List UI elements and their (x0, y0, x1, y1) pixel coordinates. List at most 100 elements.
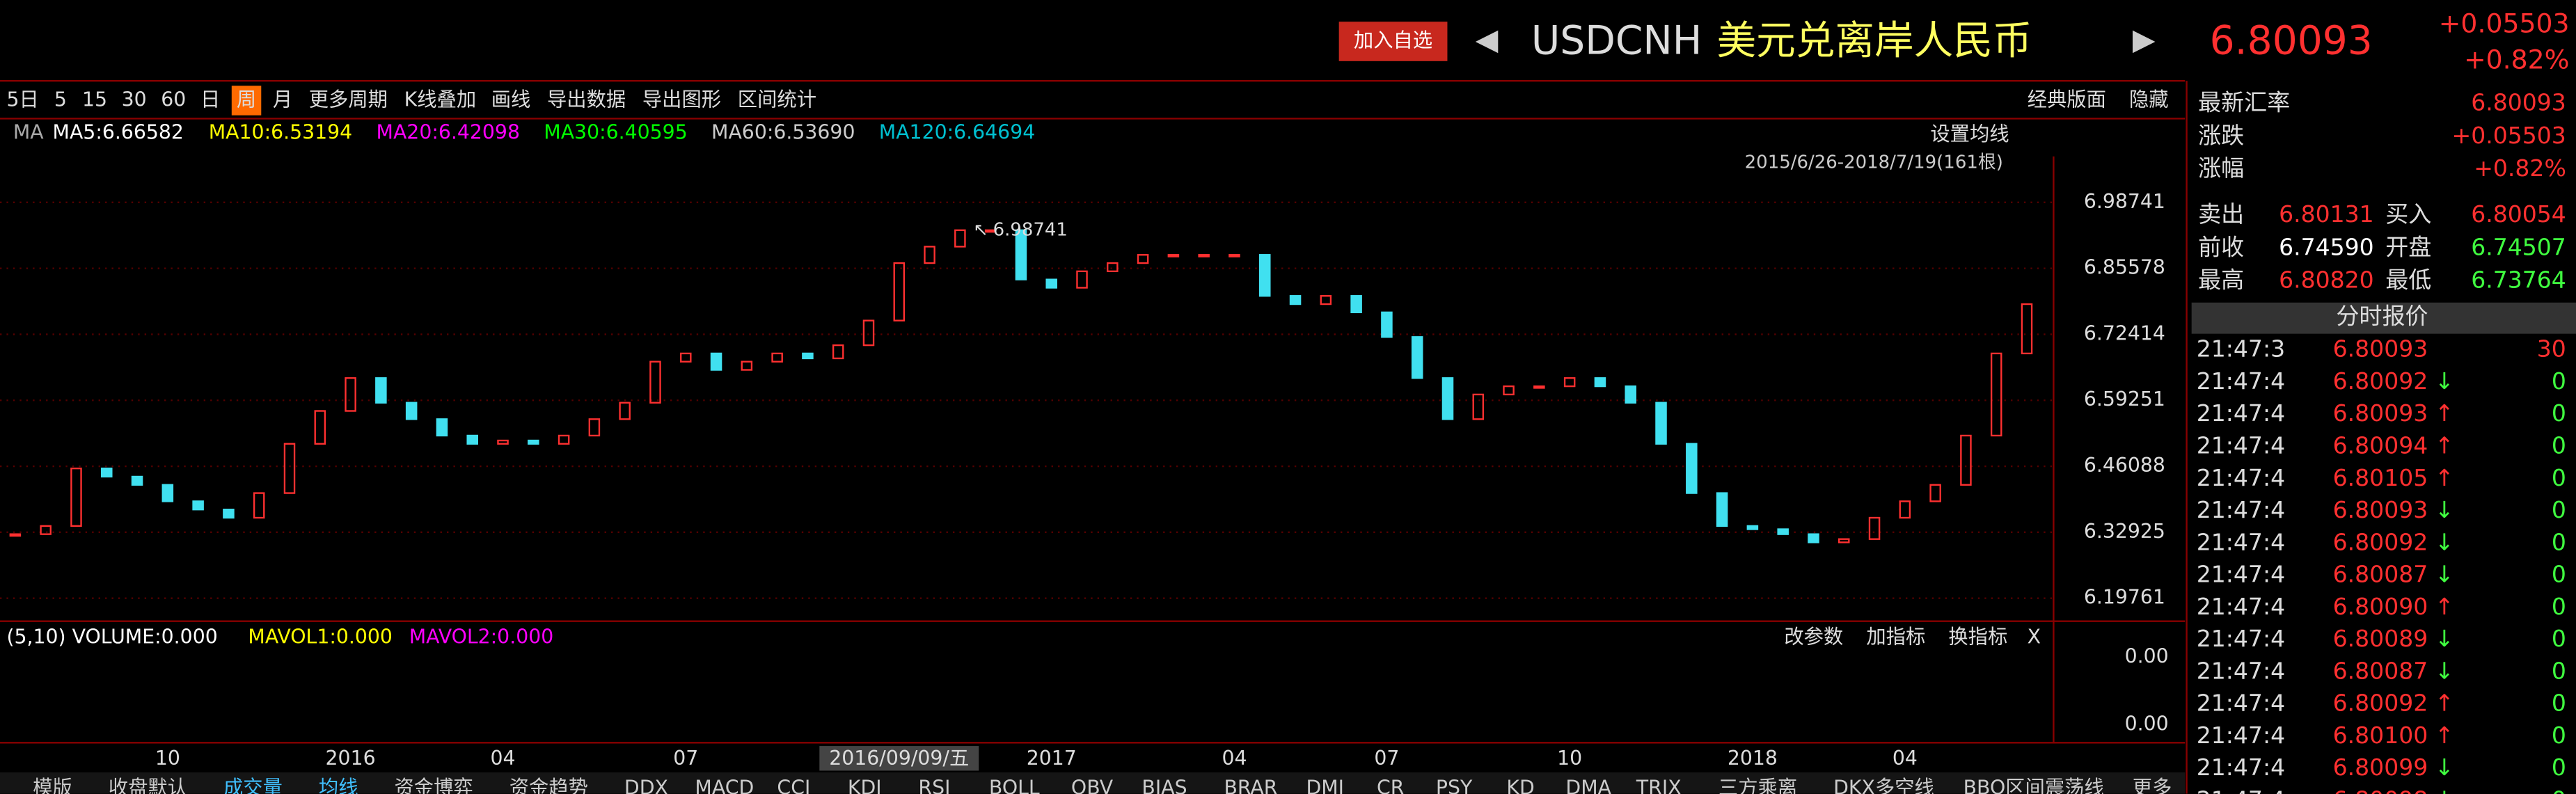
bottom-tab[interactable]: DMI (1306, 776, 1344, 794)
bottom-tab[interactable]: 成交量 (223, 776, 283, 794)
toolbar-item[interactable]: 区间统计 (738, 88, 816, 111)
toolbar-item[interactable]: 画线 (491, 88, 531, 111)
tick-price: 6.80092 (2333, 690, 2428, 717)
tick-volume: 0 (2552, 367, 2566, 395)
bottom-tab[interactable]: RSI (918, 776, 950, 794)
bottom-tab[interactable]: DKX多空线 (1833, 776, 1934, 794)
price: 6.80093 (2210, 17, 2373, 63)
x-tick-label: 04 (491, 747, 516, 770)
tick-price: 6.80092 (2333, 528, 2428, 555)
bottom-tab[interactable]: 资金博弈 (394, 776, 473, 794)
candle (1441, 377, 1454, 420)
tick-arrow: ↑ (2435, 432, 2454, 459)
prev-arrow[interactable]: ◀ (1476, 23, 1499, 57)
bottom-tab[interactable]: KD (1506, 776, 1534, 794)
candle (345, 377, 356, 412)
quote-label: 卖出 (2198, 200, 2244, 228)
quote-value: +0.05503 (2452, 122, 2566, 149)
bottom-tab[interactable]: 资金趋势 (509, 776, 588, 794)
volume-legend: MAVOL2:0.000 (409, 625, 554, 648)
toolbar-item[interactable]: 导出数据 (547, 88, 626, 111)
symbol-name: 美元兑离岸人民币 (1717, 17, 2032, 63)
x-tick-label: 2017 (1027, 747, 1077, 770)
bottom-tab[interactable]: BOLL (989, 776, 1040, 794)
bottom-tab[interactable]: DDX (624, 776, 668, 794)
tick-volume: 0 (2552, 464, 2566, 491)
toolbar-item[interactable]: K线叠加 (404, 88, 477, 111)
toolbar-item[interactable]: 导出图形 (642, 88, 721, 111)
candle (283, 443, 296, 494)
quote-label: 前收 (2198, 233, 2244, 260)
bottom-tab[interactable]: OBV (1071, 776, 1114, 794)
bottom-tab[interactable]: 模版 (33, 776, 72, 794)
x-tick-label: 07 (673, 747, 698, 770)
ma-label: MA20:6.42098 (377, 121, 520, 144)
add-watch-label[interactable]: 加入自选 (1354, 29, 1432, 51)
bottom-tab[interactable]: DMA (1565, 776, 1611, 794)
bottom-tab[interactable]: 收盘默认 (109, 776, 187, 794)
toolbar-right-item[interactable]: 经典版面 (2028, 88, 2106, 111)
cursor-date-bg (819, 746, 979, 771)
indicator-button[interactable]: 换指标 (1948, 625, 2007, 648)
tick-price: 6.80094 (2333, 432, 2428, 459)
ticks-header-bg (2191, 302, 2576, 334)
candle (1137, 254, 1149, 264)
x-tick-label: 10 (1557, 747, 1582, 770)
add-watch-button[interactable] (1338, 22, 1448, 61)
candle (161, 484, 174, 502)
tick-price: 6.80093 (2333, 496, 2428, 523)
bottom-tab[interactable]: MACD (695, 776, 754, 794)
candle (1716, 492, 1728, 527)
toolbar-item[interactable]: 30 (122, 88, 147, 111)
tick-volume: 0 (2552, 754, 2566, 781)
volume-legend: MAVOL1:0.000 (248, 625, 393, 648)
toolbar-item[interactable]: 日 (200, 88, 220, 111)
bottom-tab[interactable]: BIAS (1141, 776, 1187, 794)
candle (101, 467, 113, 478)
toolbar-item[interactable]: 周 (237, 88, 256, 111)
quote-value: 6.80131 (2279, 200, 2374, 228)
candle (1198, 254, 1210, 257)
candle (1686, 443, 1698, 494)
bottom-tab[interactable]: BRAR (1224, 776, 1277, 794)
next-arrow[interactable]: ▶ (2133, 23, 2156, 57)
bottom-tab[interactable]: 更多 (2133, 776, 2172, 794)
tick-arrow: ↓ (2435, 367, 2454, 395)
tick-price: 6.80093 (2333, 335, 2428, 363)
indicator-button[interactable]: X (2028, 625, 2041, 648)
bottom-tab[interactable]: PSY (1436, 776, 1473, 794)
tick-time: 21:47:4 (2197, 690, 2285, 717)
toolbar-item[interactable]: 月 (273, 88, 292, 111)
toolbar-item[interactable]: 60 (161, 88, 186, 111)
tick-time: 21:47:4 (2197, 496, 2285, 523)
toolbar-item[interactable]: 15 (82, 88, 107, 111)
y-tick-label: 6.85578 (2084, 256, 2165, 279)
toolbar-item[interactable]: 更多周期 (309, 88, 388, 111)
tick-arrow: ↑ (2435, 722, 2454, 749)
indicator-button[interactable]: 改参数 (1784, 625, 1843, 648)
toolbar-item[interactable]: 5 (54, 88, 67, 111)
candle (1503, 385, 1515, 396)
bottom-tab[interactable]: BBO区间震荡线 (1963, 776, 2104, 794)
candle (1990, 352, 2002, 437)
bottom-tab[interactable]: 均线 (319, 776, 358, 794)
toolbar-item[interactable]: 5日 (6, 88, 38, 111)
tick-volume: 0 (2552, 786, 2566, 794)
bottom-tab[interactable]: CR (1377, 776, 1404, 794)
candle (466, 434, 478, 445)
candle (1320, 295, 1332, 305)
candle (1625, 385, 1636, 404)
ma-setting[interactable]: 设置均线 (1930, 122, 2009, 145)
volume-legend: (5,10) VOLUME:0.000 (6, 625, 217, 648)
bottom-tab[interactable]: CCI (777, 776, 810, 794)
candle (436, 418, 448, 437)
candle (924, 246, 935, 264)
toolbar-right-item[interactable]: 隐藏 (2129, 88, 2169, 111)
bottom-tab[interactable]: KDJ (848, 776, 882, 794)
indicator-button[interactable]: 加指标 (1866, 625, 1925, 648)
bottom-tab[interactable]: TRIX (1636, 776, 1682, 794)
tick-arrow: ↓ (2435, 528, 2454, 555)
candle (893, 262, 906, 321)
bottom-tab[interactable]: 三方乘离 (1718, 776, 1797, 794)
tick-arrow: ↑ (2435, 399, 2454, 427)
